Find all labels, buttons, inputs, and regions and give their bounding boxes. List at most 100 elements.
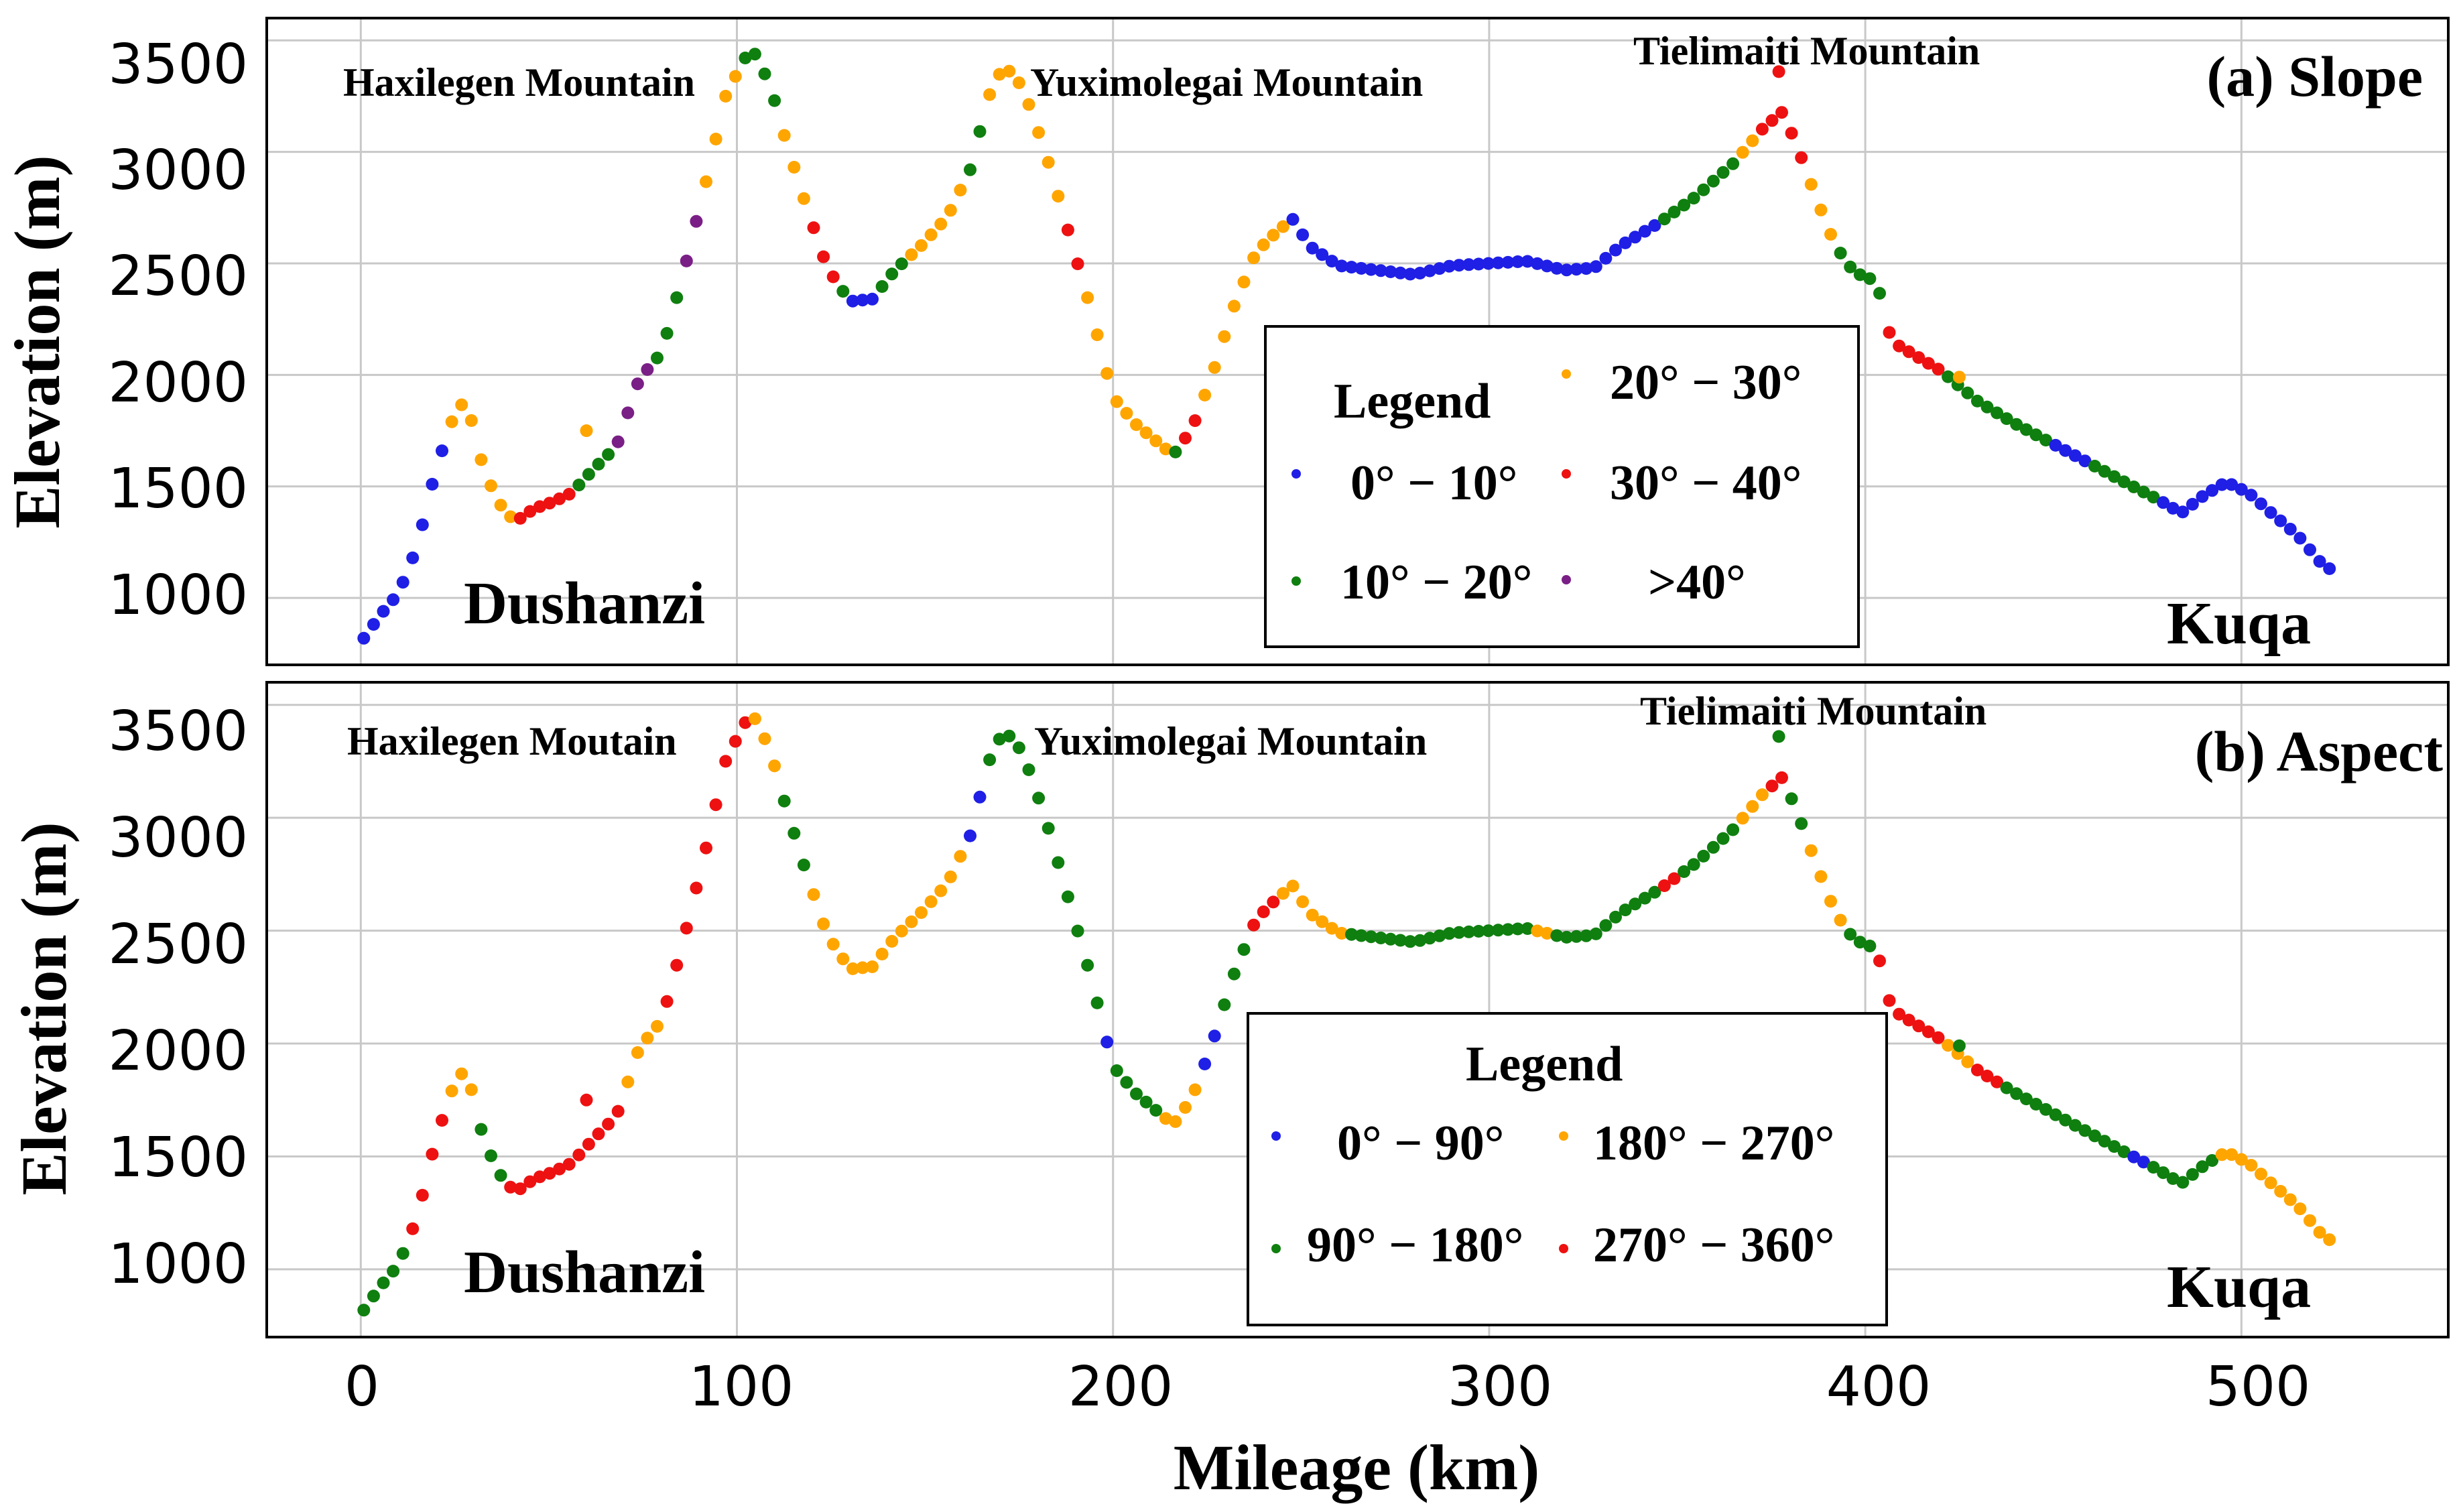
aspect-data-point: [2137, 1155, 2150, 1169]
slope-legend-label-0-10: 0° − 10°: [1350, 456, 1517, 511]
slope-data-point: [1863, 272, 1877, 286]
slope-data-point: [1765, 114, 1779, 127]
slope-data-point: [983, 88, 997, 101]
slope-data-point: [1706, 174, 1720, 188]
aspect-data-point: [1678, 865, 1691, 878]
aspect-data-point: [543, 1167, 556, 1180]
aspect-ytick-3000: 3000: [108, 806, 248, 870]
aspect-ytick-1000: 1000: [108, 1233, 248, 1296]
slope-data-point: [2010, 418, 2023, 431]
slope-legend-marker-30-40: [1562, 469, 1571, 479]
aspect-data-point: [1863, 940, 1877, 952]
aspect-data-point: [1589, 927, 1602, 940]
slope-data-point: [1130, 418, 1143, 432]
slope-data-point: [611, 435, 625, 448]
aspect-plot-frame: [265, 681, 2450, 1338]
aspect-data-point: [954, 850, 967, 863]
aspect-data-point: [1531, 924, 1544, 938]
aspect-data-point: [680, 922, 693, 935]
slope-data-point: [1442, 259, 1456, 273]
aspect-data-point: [1218, 998, 1231, 1011]
slope-legend-marker-over-40: [1562, 575, 1571, 584]
aspect-data-point: [2068, 1119, 2082, 1132]
slope-data-point: [964, 163, 976, 176]
aspect-data-point: [1853, 936, 1867, 949]
aspect-data-point: [2166, 1172, 2180, 1185]
slope-data-point: [1384, 265, 1397, 278]
aspect-data-point: [1912, 1019, 1926, 1033]
slope-data-point: [729, 70, 742, 83]
slope-data-point: [562, 487, 576, 501]
slope-data-point: [1775, 106, 1788, 119]
aspect-data-point: [2000, 1081, 2013, 1094]
aspect-data-point: [2098, 1135, 2111, 1148]
aspect-data-point: [1834, 914, 1847, 927]
aspect-data-point: [387, 1265, 400, 1278]
aspect-data-point: [1198, 1058, 1212, 1070]
slope-data-point: [1081, 291, 1094, 304]
slope-data-point: [1844, 260, 1857, 273]
aspect-data-point: [485, 1149, 497, 1162]
slope-data-point: [1090, 328, 1104, 341]
aspect-data-point: [2274, 1185, 2287, 1198]
aspect-data-point: [533, 1170, 546, 1184]
aspect-data-point: [621, 1075, 635, 1088]
slope-ytick-2500: 2500: [108, 245, 248, 308]
aspect-data-point: [1120, 1076, 1133, 1089]
slope-data-points: [357, 48, 2336, 645]
slope-data-point: [1120, 407, 1133, 420]
aspect-data-point: [1580, 929, 1593, 942]
aspect-data-point: [1413, 934, 1427, 947]
aspect-ytick-1500: 1500: [108, 1126, 248, 1190]
slope-data-point: [641, 363, 654, 376]
aspect-data-point: [2157, 1166, 2170, 1180]
aspect-data-point: [709, 798, 722, 812]
slope-outlier-point: [580, 424, 593, 438]
slope-data-point: [2186, 497, 2199, 511]
aspect-end-place: Kuqa: [2167, 1254, 2311, 1320]
aspect-data-point: [651, 1019, 664, 1033]
aspect-data-point: [964, 829, 976, 842]
slope-data-point: [1980, 400, 1994, 414]
slope-data-point: [1511, 255, 1525, 268]
slope-data-point: [2313, 555, 2326, 568]
aspect-data-point: [1169, 1115, 1182, 1128]
slope-data-point: [1296, 228, 1310, 241]
slope-data-point: [924, 228, 938, 241]
aspect-data-point: [377, 1276, 390, 1289]
slope-data-point: [1179, 432, 1192, 445]
slope-data-point: [2255, 497, 2267, 511]
aspect-data-point: [993, 733, 1006, 746]
aspect-data-point: [1755, 788, 1769, 802]
slope-data-point: [1785, 127, 1798, 140]
slope-data-point: [1472, 257, 1485, 271]
slope-data-point: [2088, 460, 2101, 472]
aspect-data-point: [2059, 1113, 2072, 1127]
aspect-data-point: [641, 1031, 654, 1045]
slope-data-point: [504, 510, 517, 523]
slope-data-point: [1374, 264, 1387, 277]
aspect-legend-box: [1247, 1012, 1888, 1326]
slope-data-point: [1716, 166, 1730, 179]
aspect-data-point: [670, 958, 684, 972]
slope-data-point: [2068, 449, 2082, 462]
aspect-data-point: [2029, 1098, 2043, 1111]
aspect-legend-marker-90-180: [1271, 1244, 1281, 1253]
aspect-data-point: [1237, 943, 1251, 956]
slope-data-point: [1208, 361, 1221, 374]
aspect-data-point: [2039, 1102, 2052, 1116]
aspect-data-point: [2264, 1176, 2277, 1190]
slope-data-point: [1286, 212, 1300, 226]
aspect-data-point: [1433, 929, 1446, 942]
aspect-data-point: [1247, 918, 1261, 932]
slope-legend-marker-20-30: [1562, 369, 1571, 379]
slope-data-point: [1462, 258, 1476, 271]
aspect-data-point: [357, 1304, 371, 1317]
slope-data-point: [1423, 264, 1436, 277]
aspect-data-point: [2323, 1233, 2336, 1247]
slope-mountain-yuximolegai: Yuximolegai Mountain: [1030, 60, 1423, 105]
slope-y-ticks: 3500 3000 2500 2000 1500 1000: [108, 33, 248, 627]
aspect-legend-marker-0-90: [1271, 1131, 1281, 1141]
aspect-data-point: [758, 732, 771, 745]
